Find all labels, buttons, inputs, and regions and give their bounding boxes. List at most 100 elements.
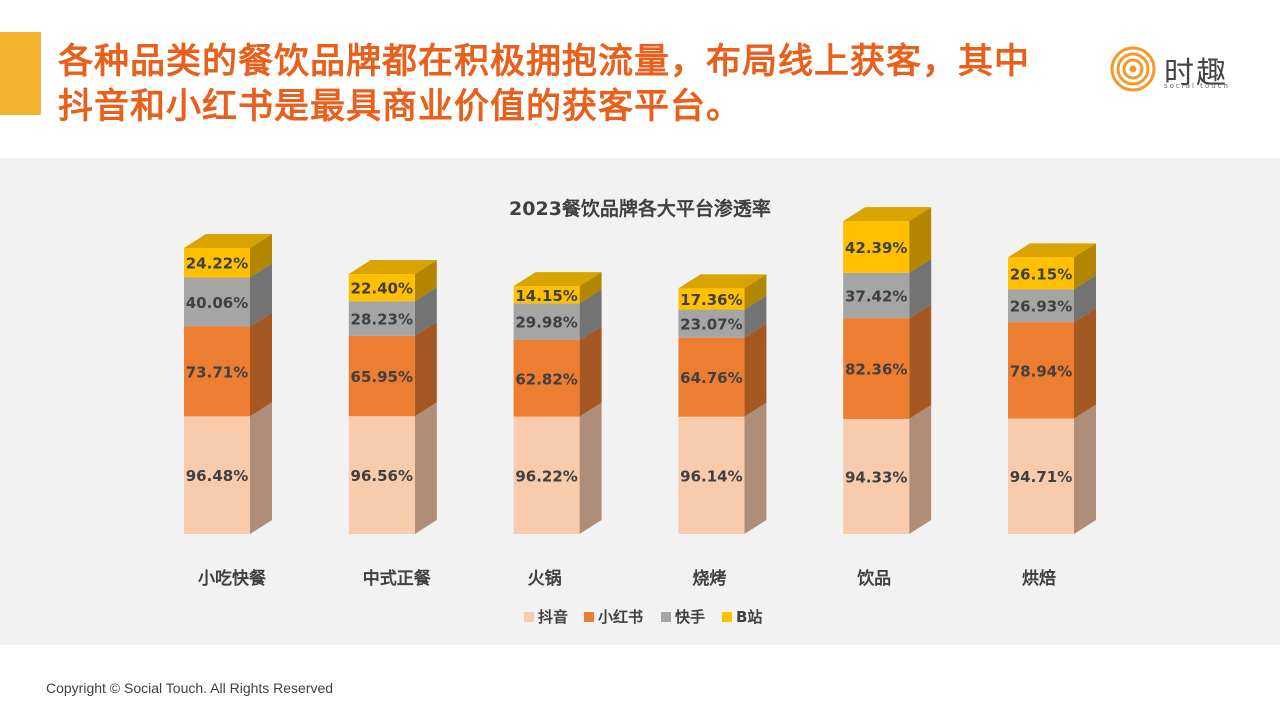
legend-swatch xyxy=(661,612,671,622)
data-label: 62.82% xyxy=(515,370,577,388)
bar-segment-side xyxy=(1074,243,1096,290)
category-label: 烘焙 xyxy=(1022,568,1056,589)
bar-segment-side xyxy=(1074,404,1096,534)
legend-label: 抖音 xyxy=(538,608,568,626)
bar-top-face xyxy=(1008,243,1096,258)
bar-segment xyxy=(348,301,415,336)
bar-segment xyxy=(1008,257,1074,290)
bar-segment xyxy=(184,247,250,278)
bar-segment xyxy=(513,286,580,304)
logo-name: 时趣 xyxy=(1164,56,1228,91)
bar-segment xyxy=(678,416,745,534)
bar-segment xyxy=(348,416,415,534)
accent-bar xyxy=(0,32,41,115)
bar-segment xyxy=(1008,322,1074,419)
bar-stack: 96.48% 73.71% 40.06% 24.22% xyxy=(184,233,272,534)
bar-segment xyxy=(348,273,415,302)
bar-segment xyxy=(843,272,910,319)
bar-segment xyxy=(678,309,745,338)
data-label: 24.22% xyxy=(186,255,248,273)
brand-logo: 时趣 social touch xyxy=(1108,44,1238,94)
bar-segment-side xyxy=(744,274,767,310)
bar-segment-side xyxy=(250,402,272,534)
bar-segment-side xyxy=(1074,275,1096,323)
data-label: 37.42% xyxy=(845,288,907,306)
bar-segment-side xyxy=(579,402,602,534)
copyright-footer: Copyright © Social Touch. All Rights Res… xyxy=(46,680,334,696)
data-label: 29.98% xyxy=(515,314,577,332)
bar-segment-side xyxy=(579,289,602,340)
data-label: 26.93% xyxy=(1010,298,1072,316)
legend-swatch xyxy=(722,612,732,622)
bar-top-face xyxy=(348,259,437,274)
bar-segment-side xyxy=(909,207,932,273)
headline-line-1: 各种品类的餐饮品牌都在积极拥抱流量，布局线上获客，其中 xyxy=(58,42,1031,82)
bar-segment-side xyxy=(414,259,437,302)
bar-segment xyxy=(1008,418,1074,534)
bar-segment xyxy=(513,339,580,417)
bar-segment-side xyxy=(579,325,602,417)
legend-label: B站 xyxy=(736,608,762,626)
data-label: 23.07% xyxy=(680,316,742,334)
bar-segment xyxy=(513,416,580,534)
bar-segment xyxy=(678,288,745,310)
bar-segment xyxy=(184,416,250,534)
data-label: 96.48% xyxy=(186,467,248,485)
category-label: 烧烤 xyxy=(692,568,726,589)
bar-segment-side xyxy=(909,304,932,419)
bar-stack: 96.56% 65.95% 28.23% 22.40% xyxy=(348,259,437,534)
legend-swatch xyxy=(584,612,594,622)
bar-segment-side xyxy=(414,287,437,336)
bar-top-face xyxy=(678,274,767,289)
data-label: 65.95% xyxy=(351,368,413,386)
bar-top-face xyxy=(843,207,932,222)
bar-segment-side xyxy=(414,402,437,534)
bar-segment xyxy=(348,335,415,417)
data-label: 96.14% xyxy=(680,467,742,485)
bar-segment xyxy=(184,277,250,327)
headline-line-2: 抖音和小红书是最具商业价值的获客平台。 xyxy=(58,87,743,127)
bar-top-face xyxy=(184,233,272,248)
bar-segment xyxy=(513,303,580,340)
bar-stack: 96.22% 62.82% 29.98% 14.15% xyxy=(513,272,602,534)
bar-segment xyxy=(1008,289,1074,323)
data-label: 96.56% xyxy=(351,467,413,485)
bar-segment xyxy=(843,221,910,273)
legend-swatch xyxy=(524,612,534,622)
bar-segment-side xyxy=(250,263,272,327)
data-label: 64.76% xyxy=(680,369,742,387)
bar-segment xyxy=(678,337,745,417)
bar-segment-side xyxy=(744,402,767,534)
page-headline: 各种品类的餐饮品牌都在积极拥抱流量，布局线上获客，其中 抖音和小红书是最具商业价… xyxy=(58,40,1098,130)
bar-segment xyxy=(184,326,250,417)
data-label: 14.15% xyxy=(515,287,577,305)
bar-stack: 94.33% 82.36% 37.42% 42.39% xyxy=(843,207,932,534)
data-label: 82.36% xyxy=(845,361,907,379)
bar-stack: 94.71% 78.94% 26.93% 26.15% xyxy=(1008,243,1096,534)
data-label: 78.94% xyxy=(1010,362,1072,380)
bar-segment-side xyxy=(909,404,932,534)
bar-segment-side xyxy=(909,258,932,319)
spiral-logo-icon xyxy=(1110,46,1156,92)
data-label: 26.15% xyxy=(1010,265,1072,283)
data-label: 22.40% xyxy=(351,280,413,298)
bar-segment-side xyxy=(744,295,767,338)
bar-stack: 96.14% 64.76% 23.07% 17.36% xyxy=(678,274,767,534)
category-label: 中式正餐 xyxy=(363,568,432,589)
data-label: 73.71% xyxy=(186,363,248,381)
data-label: 17.36% xyxy=(680,291,742,309)
legend-label: 小红书 xyxy=(598,608,643,626)
data-label: 40.06% xyxy=(186,294,248,312)
category-label: 小吃快餐 xyxy=(198,568,267,589)
legend: 抖音 小红书 快手 B站 xyxy=(524,608,762,626)
logo-tagline: social touch xyxy=(1164,82,1230,90)
data-label: 94.71% xyxy=(1010,468,1072,486)
bar-segment-side xyxy=(579,272,602,304)
data-label: 28.23% xyxy=(351,311,413,329)
bar-segment-side xyxy=(250,312,272,417)
bar-top-face xyxy=(513,272,602,287)
data-label: 96.22% xyxy=(515,467,577,485)
bar-segment xyxy=(843,418,910,534)
data-label: 42.39% xyxy=(845,239,907,257)
